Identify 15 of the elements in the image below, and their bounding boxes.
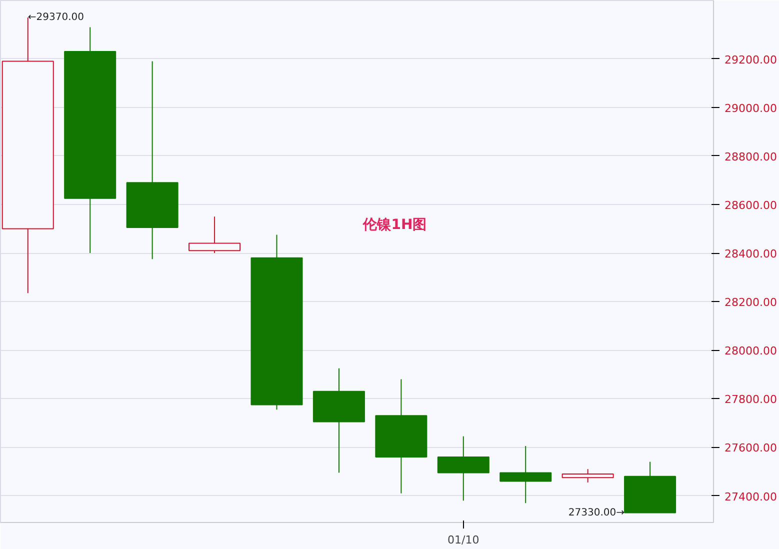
candlestick xyxy=(562,468,614,483)
y-tick-label: 28400.00 xyxy=(724,248,777,260)
annotation: ←29370.00 xyxy=(28,12,84,23)
y-tick-label: 29200.00 xyxy=(724,53,777,66)
text: 伦镍1H图 xyxy=(362,217,427,234)
y-tick-label: 28000.00 xyxy=(724,344,777,358)
annotation: 27330.00→ xyxy=(568,507,625,518)
y-tick-label: 28200.00 xyxy=(724,296,777,310)
y-tick-label: 28800.00 xyxy=(724,150,777,164)
x-tick-label: 01/10 xyxy=(448,534,480,546)
y-tick-label: 27800.00 xyxy=(724,393,777,406)
y-tick-label: 27400.00 xyxy=(724,490,777,504)
y-tick-label: 27600.00 xyxy=(724,442,777,455)
y-tick-label: 29000.00 xyxy=(724,102,777,115)
y-tick-label: 28600.00 xyxy=(724,198,777,212)
